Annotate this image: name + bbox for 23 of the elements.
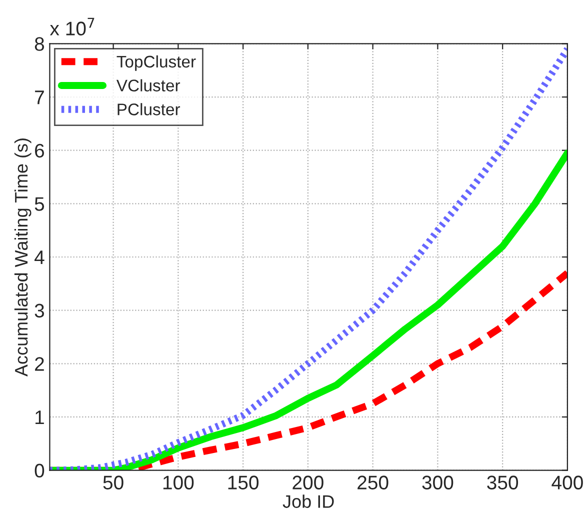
x-tick-label: 300 xyxy=(422,476,454,490)
x-tick-label: 50 xyxy=(103,476,124,490)
legend-label: VCluster xyxy=(116,79,180,92)
y-tick-label: 5 xyxy=(34,197,44,211)
y-tick-label: 7 xyxy=(35,90,44,104)
y-axis-title: Accumulated Waiting Time (s) xyxy=(14,138,32,377)
y-tick-label: 1 xyxy=(36,410,44,424)
y-tick-label: 3 xyxy=(34,304,44,318)
x-tick-label: 350 xyxy=(487,476,518,490)
x-tick-label: 200 xyxy=(292,476,324,490)
text: x 10$^{7}$ xyxy=(50,18,94,36)
x-tick-label: 150 xyxy=(228,476,259,490)
x-axis-title: Job ID xyxy=(282,494,334,508)
legend-label: TopCluster xyxy=(116,55,196,71)
y-tick-label: 4 xyxy=(34,250,44,264)
y-tick-label: 8 xyxy=(34,37,44,51)
y-tick-label: 6 xyxy=(35,144,44,158)
y-tick-label: 0 xyxy=(34,464,44,478)
x-tick-label: 100 xyxy=(163,476,194,490)
x-tick-label: 250 xyxy=(358,476,388,490)
x-tick-label: 400 xyxy=(552,476,583,490)
y-tick-label: 2 xyxy=(35,357,44,371)
legend-label: PCluster xyxy=(118,103,180,116)
